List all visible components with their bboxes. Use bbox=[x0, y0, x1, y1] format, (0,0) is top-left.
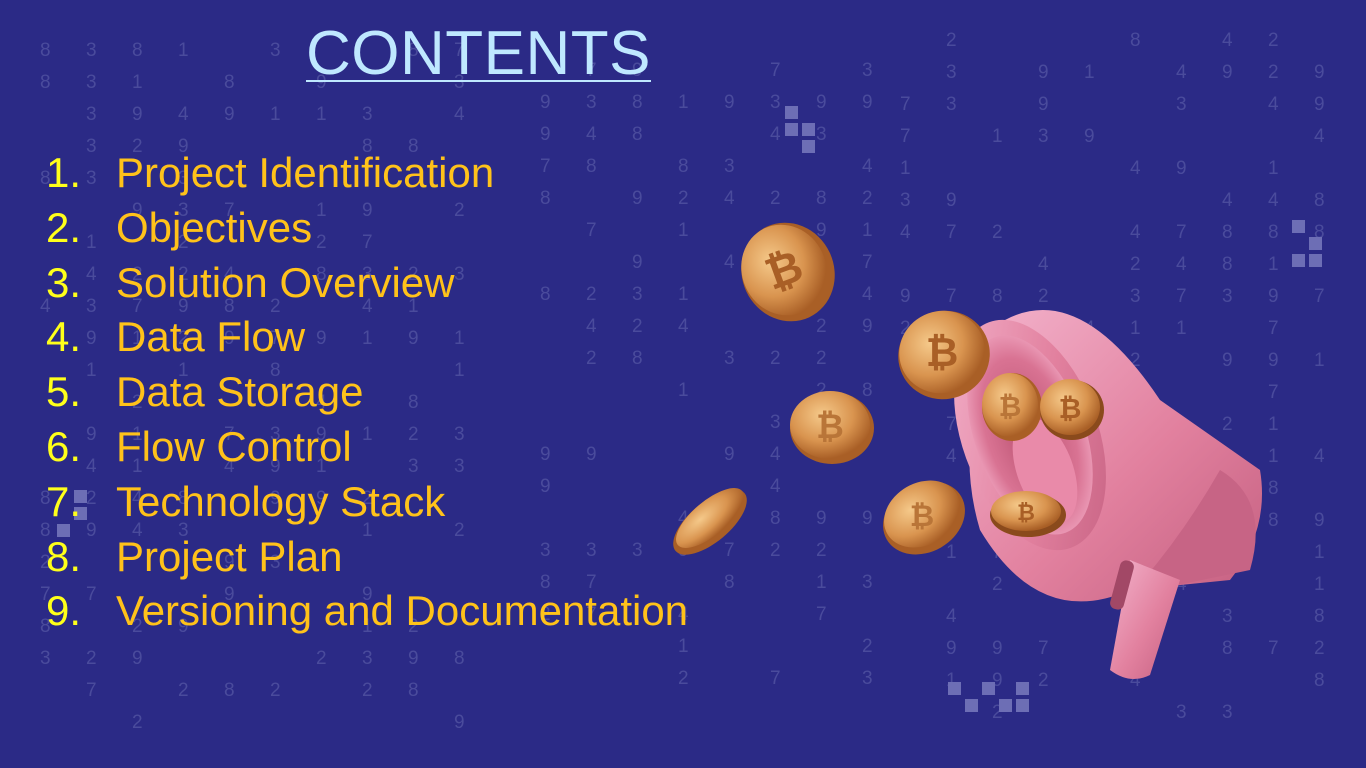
bitcoin-coin-icon: ₿ bbox=[990, 491, 1066, 537]
toc-item-label: Data Flow bbox=[116, 313, 306, 361]
svg-text:₿: ₿ bbox=[926, 331, 959, 375]
toc-item-label: Technology Stack bbox=[116, 477, 446, 525]
toc-item-number: 6. bbox=[46, 423, 82, 470]
toc-item-label: Data Storage bbox=[116, 368, 364, 416]
toc-item-label: Flow Control bbox=[116, 423, 352, 470]
toc-item-number: 4. bbox=[46, 313, 82, 361]
svg-text:₿: ₿ bbox=[1059, 393, 1082, 424]
toc-item-number: 9. bbox=[46, 587, 82, 635]
bitcoin-coin-icon: ₿ bbox=[790, 391, 874, 464]
bitcoin-coin-icon: ₿ bbox=[898, 310, 990, 400]
toc-item-number: 1. bbox=[46, 149, 82, 196]
bitcoin-coin-icon: ₿ bbox=[982, 373, 1042, 441]
bitcoin-coin-icon: ₿ bbox=[883, 480, 965, 555]
bitcoin-coin-icon bbox=[673, 488, 747, 555]
toc-item-label: Project Identification bbox=[116, 149, 495, 196]
svg-text:₿: ₿ bbox=[1017, 500, 1035, 525]
svg-text:₿: ₿ bbox=[999, 391, 1022, 422]
toc-item-label: Project Plan bbox=[116, 532, 343, 580]
toc-item-label: Objectives bbox=[116, 203, 313, 251]
toc-item-label: Versioning and Documentation bbox=[116, 587, 689, 635]
bitcoin-coin-icon: ₿ bbox=[741, 222, 835, 322]
toc-item-label: Solution Overview bbox=[116, 258, 455, 306]
toc-item-number: 8. bbox=[46, 532, 82, 580]
toc-item-number: 5. bbox=[46, 368, 82, 416]
slide-title: CONTENTS bbox=[306, 19, 651, 88]
toc-item-number: 2. bbox=[46, 203, 82, 251]
bitcoin-coin-icon: ₿ bbox=[1040, 379, 1104, 440]
megaphone-coins-illustration: ₿ ₿ ₿ ₿ ₿ ₿ bbox=[673, 222, 1262, 679]
toc-item-number: 7. bbox=[46, 477, 82, 525]
svg-text:₿: ₿ bbox=[816, 408, 844, 446]
svg-text:₿: ₿ bbox=[910, 500, 934, 533]
toc-item-number: 3. bbox=[46, 258, 82, 306]
